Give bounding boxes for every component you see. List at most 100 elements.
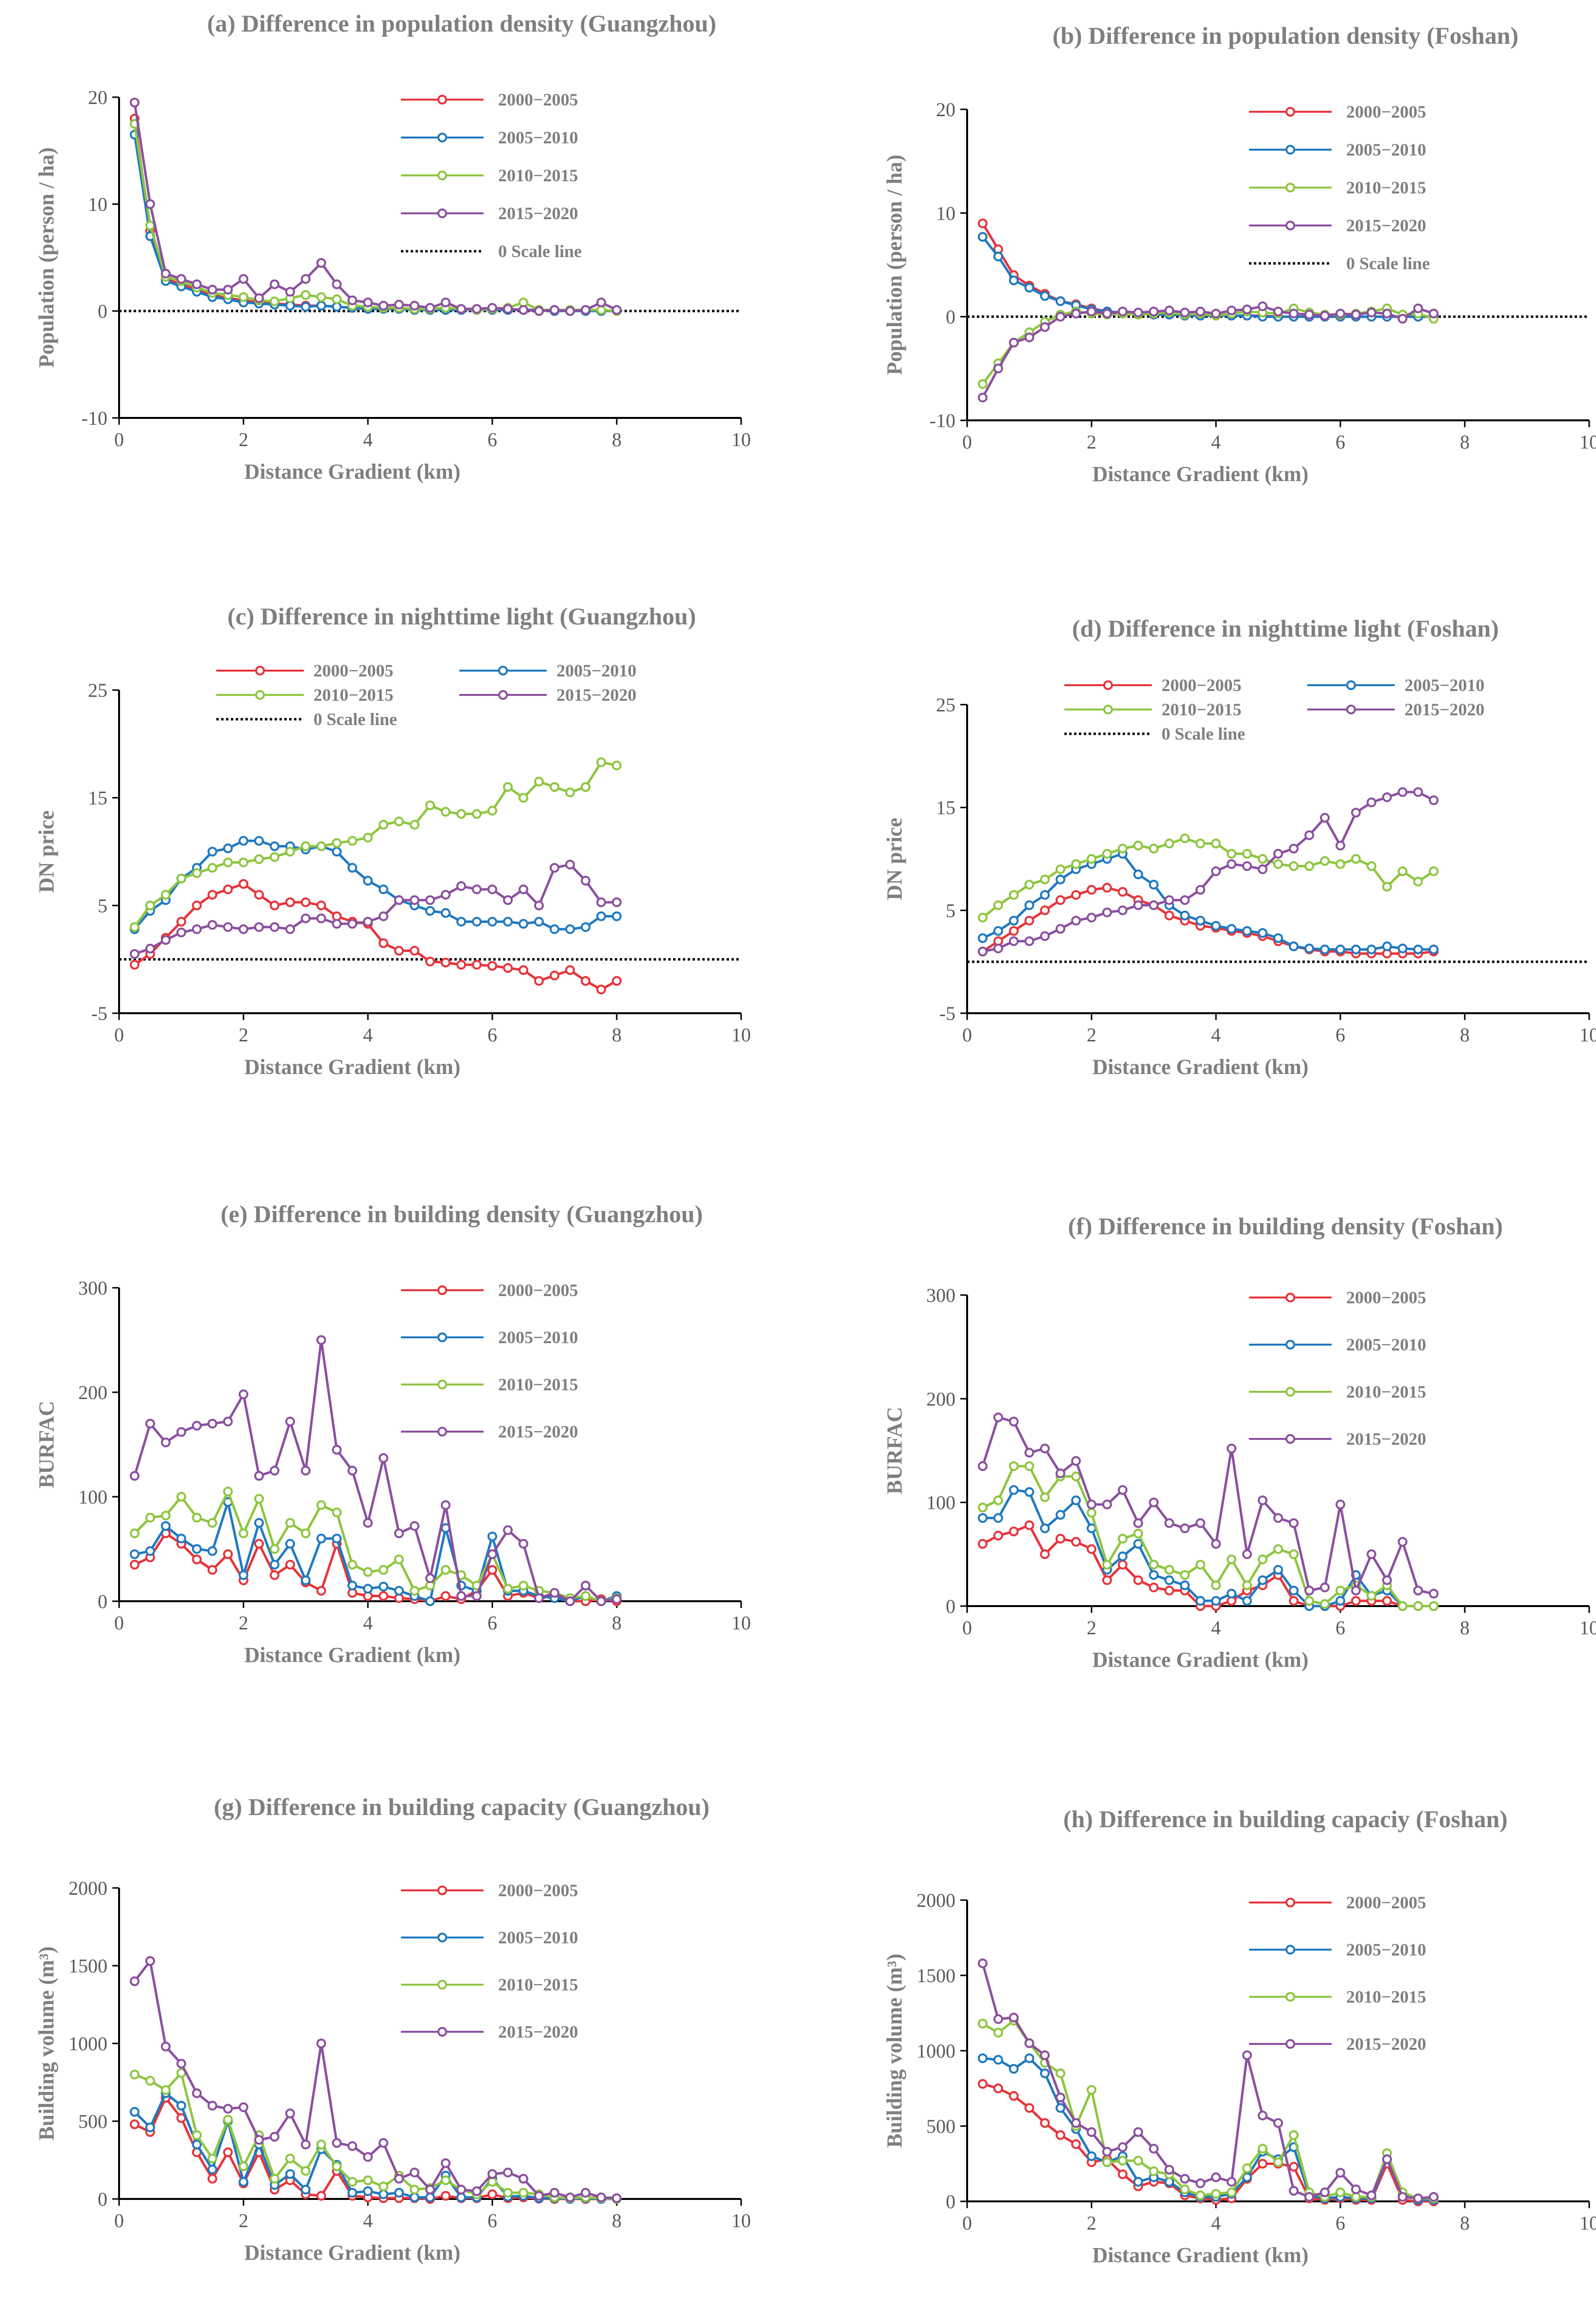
legend-item: 2000−2005 [401, 90, 578, 109]
data-point [301, 274, 311, 284]
data-point [1087, 2151, 1096, 2161]
data-point [239, 924, 248, 934]
data-point [1304, 943, 1314, 953]
legend-marker [437, 95, 447, 104]
legend-item: 2015−2020 [1249, 2034, 1426, 2054]
data-point [1196, 838, 1205, 848]
data-point [1258, 1495, 1267, 1505]
data-point [550, 782, 559, 792]
data-point [1258, 1555, 1267, 1564]
data-point [363, 1567, 373, 1577]
data-point [1180, 895, 1190, 905]
legend-label: 2000−2005 [498, 90, 578, 109]
data-point [456, 917, 466, 927]
data-point [410, 2192, 419, 2202]
data-point [410, 301, 419, 311]
data-point [1429, 944, 1439, 954]
x-tick-label: 2 [239, 1024, 248, 1046]
data-point [176, 1534, 186, 1543]
data-point [145, 2122, 155, 2132]
data-point [993, 1513, 1003, 1523]
y-tick-label: 100 [78, 1486, 107, 1508]
data-point [1367, 797, 1376, 808]
data-point [978, 1461, 988, 1471]
data-point [332, 847, 342, 857]
data-point [410, 1586, 419, 1596]
data-point [301, 897, 311, 907]
legend-marker [437, 1980, 447, 1990]
data-point [993, 943, 1003, 953]
data-point [1304, 1586, 1314, 1595]
data-point [301, 1528, 311, 1539]
legend-item: 2005−2010 [401, 1328, 578, 1347]
legend: 2000−2005 2005−2010 2010−2015 2015−2020 0 Sc… [1064, 675, 1485, 744]
data-point [332, 2161, 342, 2171]
data-point [1429, 866, 1439, 876]
data-point [363, 876, 373, 886]
y-axis-label: BURFAC [35, 1401, 58, 1488]
data-point [347, 919, 357, 929]
data-point [347, 1466, 357, 1476]
chart-panel-c: (c) Difference in nighttime light (Guang… [35, 603, 751, 1079]
data-point [254, 1539, 264, 1549]
data-point [347, 2188, 357, 2198]
data-point [1211, 309, 1221, 319]
data-point [1009, 276, 1019, 285]
data-point [1304, 310, 1314, 320]
data-point [1242, 926, 1252, 936]
data-point [316, 2140, 326, 2149]
legend-label: 2005−2010 [498, 1928, 578, 1947]
data-point [503, 782, 513, 792]
data-point [425, 1596, 435, 1606]
data-point [223, 922, 233, 932]
data-point [487, 917, 497, 927]
data-point [441, 2191, 451, 2201]
data-point [1118, 905, 1128, 916]
legend-label: 2005−2010 [498, 1328, 578, 1347]
data-point [581, 305, 590, 315]
data-point [993, 2055, 1003, 2065]
data-point [596, 757, 606, 767]
data-point [1258, 2159, 1267, 2169]
data-point [1336, 2168, 1345, 2178]
data-point [1133, 900, 1143, 910]
data-point [1320, 813, 1330, 823]
data-point [270, 922, 279, 932]
data-point [192, 2088, 202, 2098]
data-point [285, 1559, 295, 1570]
data-point [1351, 310, 1361, 320]
data-point [565, 924, 575, 934]
data-point [379, 911, 388, 921]
data-point [1164, 910, 1174, 920]
legend-marker [437, 171, 447, 180]
data-point [1413, 787, 1423, 797]
data-point [596, 1596, 606, 1606]
data-point [1351, 944, 1361, 954]
y-tick-label: 500 [78, 2111, 107, 2132]
data-point [993, 363, 1003, 374]
data-point [519, 884, 528, 895]
series-2015-2020 [978, 787, 1439, 956]
data-point [239, 292, 248, 302]
legend-marker [437, 1332, 447, 1342]
legend-label: 2010−2015 [498, 166, 578, 185]
data-point [978, 1503, 988, 1513]
data-point [1273, 1544, 1283, 1554]
x-tick-label: 8 [1460, 2212, 1470, 2234]
data-point [581, 782, 590, 792]
data-point [1118, 2142, 1128, 2152]
series-2005-2010 [978, 232, 1439, 322]
legend-label: 2000−2005 [1346, 1893, 1426, 1912]
data-point [208, 2164, 217, 2175]
y-tick-label: 0 [946, 2191, 955, 2213]
data-point [223, 285, 233, 294]
data-point [993, 2083, 1003, 2093]
data-point [1211, 1596, 1221, 1606]
data-point [379, 2138, 388, 2148]
data-point [612, 761, 622, 771]
data-point [379, 2189, 388, 2199]
data-point [1071, 2118, 1081, 2128]
data-point [978, 2019, 988, 2029]
data-point [1413, 2193, 1423, 2203]
legend-marker [1285, 2039, 1295, 2049]
